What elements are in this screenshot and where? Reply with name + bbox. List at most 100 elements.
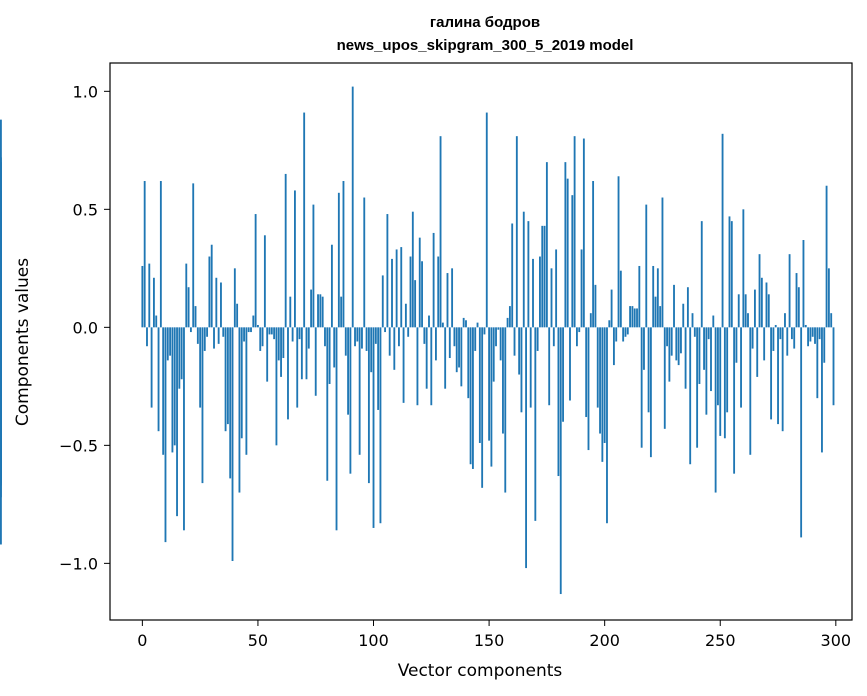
bar: [587, 327, 590, 451]
x-tick-label: 0: [137, 631, 147, 650]
bar: [199, 327, 202, 408]
bar: [619, 270, 622, 328]
bar: [774, 324, 777, 328]
y-tick-label: −0.5: [59, 436, 98, 455]
bar: [534, 327, 537, 521]
bar: [363, 197, 366, 328]
bar: [622, 327, 625, 342]
bar: [159, 181, 162, 328]
bar: [617, 176, 620, 328]
x-axis-label: Vector components: [398, 661, 563, 681]
bar: [640, 327, 643, 448]
bar: [529, 327, 532, 408]
bar: [818, 327, 821, 340]
bar: [171, 327, 174, 453]
bar: [421, 261, 423, 328]
bar: [236, 303, 239, 328]
bar: [173, 327, 176, 446]
bar: [564, 162, 567, 328]
bar: [772, 327, 775, 351]
bar: [652, 265, 655, 328]
bar: [520, 327, 523, 413]
bar: [707, 327, 710, 340]
bar: [393, 327, 396, 370]
bar: [555, 249, 558, 328]
y-tick-label: 0.0: [73, 318, 98, 337]
bar-series: [0, 86, 835, 595]
bar: [807, 327, 810, 347]
bar: [504, 327, 507, 493]
bar: [268, 327, 271, 335]
bar: [425, 327, 428, 389]
bar: [809, 327, 812, 342]
bar: [152, 277, 155, 328]
bar: [388, 327, 391, 356]
bar: [358, 327, 361, 455]
bar: [254, 214, 257, 328]
bar: [779, 327, 782, 340]
bar: [303, 112, 306, 328]
bar: [680, 327, 682, 354]
bar: [804, 324, 807, 328]
bar: [656, 268, 659, 328]
bar: [571, 195, 574, 328]
bar: [582, 138, 585, 328]
bar: [162, 327, 165, 455]
bar: [786, 327, 789, 356]
bar: [277, 327, 280, 361]
bar: [557, 327, 560, 477]
bar: [418, 237, 421, 328]
bar: [545, 162, 548, 328]
bar: [222, 327, 225, 337]
bar: [250, 327, 252, 333]
bar: [455, 327, 458, 373]
bar: [395, 249, 398, 328]
bar: [536, 327, 539, 351]
bar: [409, 256, 412, 328]
bar: [763, 327, 766, 361]
bar: [365, 327, 368, 351]
bar: [566, 178, 569, 328]
bar: [287, 327, 289, 420]
x-tick-label: 200: [589, 631, 620, 650]
bar: [562, 327, 564, 422]
bar: [541, 225, 544, 328]
bar: [548, 327, 551, 406]
bar: [691, 313, 694, 328]
bar: [610, 289, 613, 328]
bar: [349, 327, 352, 474]
bar: [569, 327, 571, 401]
bar: [631, 306, 634, 328]
bar: [460, 327, 463, 387]
bar: [758, 254, 761, 328]
bar: [448, 327, 451, 359]
bar: [532, 258, 534, 328]
bar: [187, 287, 190, 328]
bar: [210, 244, 213, 328]
bar: [633, 308, 636, 328]
bar: [719, 327, 722, 436]
bar: [643, 327, 645, 370]
bar: [539, 256, 541, 328]
bar: [522, 211, 525, 328]
bar: [194, 306, 197, 328]
bar: [398, 327, 400, 347]
bar: [377, 327, 380, 410]
bar: [636, 308, 638, 328]
bar: [645, 204, 648, 328]
y-tick-label: −1.0: [59, 554, 98, 573]
y-axis-label: Components values: [13, 258, 33, 426]
bar: [684, 327, 687, 389]
bar: [284, 173, 287, 328]
bar: [663, 327, 666, 429]
bar: [742, 209, 745, 328]
bar: [469, 327, 472, 465]
bar: [317, 294, 319, 328]
bar: [543, 225, 546, 328]
bar: [282, 327, 285, 359]
bar: [146, 327, 148, 347]
bar: [337, 192, 340, 328]
bar: [416, 327, 419, 406]
bar: [753, 289, 756, 328]
